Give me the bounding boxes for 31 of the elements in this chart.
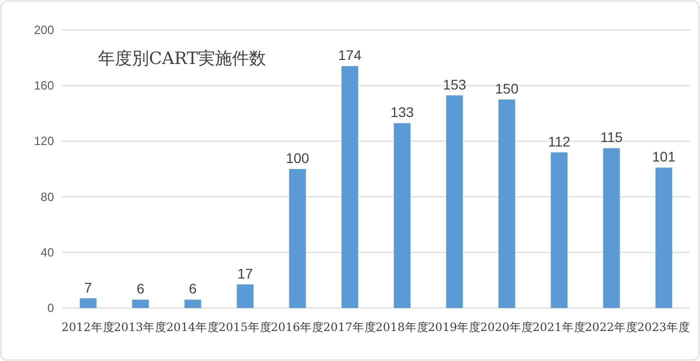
x-tick-label: 2012年度 xyxy=(62,320,115,334)
data-label: 133 xyxy=(390,104,414,120)
x-tick-label: 2013年度 xyxy=(114,320,168,334)
x-tick-label: 2014年度 xyxy=(166,320,220,334)
data-label: 150 xyxy=(495,80,519,96)
x-tick-label: 2022年度 xyxy=(584,320,638,334)
text: 年度別CART実施件数 xyxy=(98,49,266,69)
data-label: 6 xyxy=(188,280,197,297)
data-label: 17 xyxy=(237,265,254,282)
x-tick-label: 2016年度 xyxy=(270,320,324,334)
y-tick-label: 120 xyxy=(34,134,54,148)
data-label: 174 xyxy=(338,47,362,64)
y-tick-label: 160 xyxy=(34,78,54,93)
y-tick-label: 40 xyxy=(40,245,54,260)
x-tick-label: 2023年度 xyxy=(637,320,690,334)
x-tick-label: 2020年度 xyxy=(480,320,534,334)
x-tick-label: 2015年度 xyxy=(218,320,272,334)
data-label: 153 xyxy=(442,76,466,92)
y-tick-label: 80 xyxy=(40,190,54,204)
x-tick-label: 2017年度 xyxy=(323,320,376,334)
x-tick-label: 2021年度 xyxy=(532,320,586,334)
data-label: 6 xyxy=(136,280,145,297)
data-label: 100 xyxy=(286,150,310,166)
x-tick-label: 2018年度 xyxy=(376,320,429,334)
y-tick-label: 0 xyxy=(47,301,54,315)
data-label: 115 xyxy=(600,129,623,146)
data-label: 101 xyxy=(652,148,676,165)
y-tick-label: 200 xyxy=(34,23,54,37)
x-tick-label: 2019年度 xyxy=(428,320,482,334)
data-label: 112 xyxy=(548,133,571,150)
data-label: 7 xyxy=(84,279,92,296)
